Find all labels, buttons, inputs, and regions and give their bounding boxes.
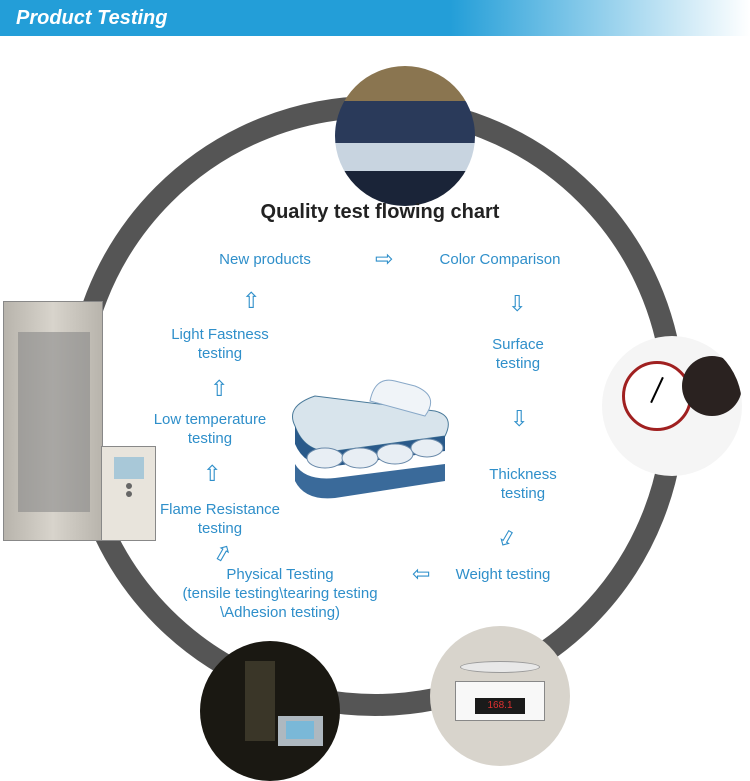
gauge-photo <box>602 336 742 476</box>
step-flame: Flame Resistance testing <box>150 501 290 539</box>
step-lightfast: Light Fastness testing <box>155 326 285 364</box>
flow-diagram: 168.1 Quality test flowing chart <box>0 36 750 780</box>
step-weight: Weight testing <box>443 566 563 585</box>
header-title: Product Testing <box>16 7 167 30</box>
flame-test-cabinet <box>3 301 103 541</box>
header-bar: Product Testing <box>0 0 750 36</box>
step-lowtemp: Low temperature testing <box>140 411 280 449</box>
chart-title: Quality test flowing chart <box>250 201 510 224</box>
arrow-icon: ⇩ <box>508 291 526 317</box>
step-new-products: New products <box>205 251 325 270</box>
arrow-icon: ⇩ <box>510 406 528 432</box>
arrow-icon: ⇨ <box>375 246 393 272</box>
step-color-comparison: Color Comparison <box>425 251 575 270</box>
machinery-photo <box>335 66 475 206</box>
arrow-icon: ⇧ <box>203 461 221 487</box>
arrow-icon: ⇦ <box>412 561 430 587</box>
arrow-icon: ⇧ <box>210 376 228 402</box>
step-surface: Surface testing <box>478 336 558 374</box>
step-thickness: Thickness testing <box>478 466 568 504</box>
arrow-icon: ⇧ <box>242 288 260 314</box>
tester-photo <box>200 641 340 781</box>
fabric-layers-icon <box>275 376 475 516</box>
step-physical: Physical Testing (tensile testing\tearin… <box>165 566 395 622</box>
scale-photo: 168.1 <box>430 626 570 766</box>
